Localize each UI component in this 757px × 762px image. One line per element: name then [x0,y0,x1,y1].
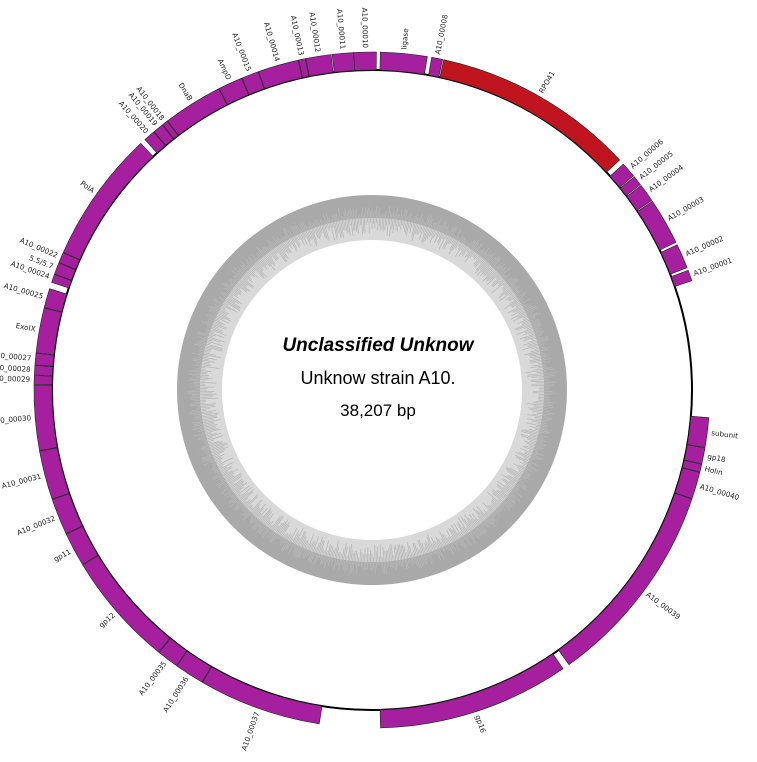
gene-label: A10_00031 [1,472,42,491]
gene-a10-00037 [202,666,323,725]
gene-label: AmpD [216,57,234,81]
gene-label: A10_00010 [360,7,370,48]
gene-label: A10_00039 [644,590,682,622]
gene-label: gp18 [707,452,727,464]
genome-backbone [51,69,693,711]
gc-outer-ring [176,195,567,585]
organism-name: Unclassified Unknow [282,335,474,356]
gene-a10-00031 [39,447,70,500]
gene-label: A10_00008 [433,13,450,55]
gene-label: A10_00003 [666,195,706,223]
gene-a10-00001 [670,269,693,287]
gene-label: gp11 [52,547,72,564]
gene-a10-00014 [258,59,303,89]
gene-label: A10_00036 [161,675,191,714]
gene-a10-00032 [51,493,83,534]
gene-label: subunit [711,428,739,440]
gene-label: A10_00002 [684,234,725,258]
gene-dnab [167,88,228,136]
gene-a10-00013 [298,58,310,78]
gene-gp11 [65,526,99,565]
gene-label: gp16 [473,714,487,735]
gene-label: A10_00025 [3,281,44,301]
genome-length: 38,207 bp [340,401,416,420]
gene-a10-00040 [674,467,701,499]
gene-label: A10_00035 [137,659,169,697]
gene-5-5-5-7 [54,262,76,281]
gene-a10-00025 [43,288,68,313]
gene-label: A10_00015 [230,31,253,72]
gene-gp12 [82,555,171,653]
gene-pola [62,143,154,261]
gene-rpo41 [439,59,621,173]
gene-label: A10_00013 [289,15,306,57]
gene-label: A10_00032 [16,514,57,538]
gene-label: A10_00028 [0,363,31,374]
gene-holin [682,460,703,473]
gene-a10-00035 [158,638,188,667]
gene-a10-00004 [626,185,653,211]
gene-subunit [687,415,710,448]
gene-a10-00010 [353,51,377,71]
gene-gp16 [379,653,564,729]
gene-a10-00020 [144,131,166,154]
gene-label: A10_00014 [262,21,282,63]
gene-label: gp12 [97,611,117,630]
gene-a10-00015 [241,71,265,95]
gene-a10-00012 [305,54,334,77]
gc-spikes [187,206,557,574]
gene-label: RPO41 [537,69,557,94]
gene-gp18 [683,444,706,465]
gene-a10-00005 [619,176,641,196]
gene-a10-00024 [51,274,72,289]
strain-name: Unknow strain A10. [300,368,456,388]
gc-skew-track [176,195,567,585]
gene-label: PolA [79,179,97,195]
gene-ampd [218,77,249,105]
gene-track [33,51,710,729]
gene-a10-00029 [33,375,53,385]
gene-a10-00011 [331,52,355,73]
gene-label: A10_00012 [307,11,322,52]
gene-label: ExoIX [15,321,36,333]
gene-label: DnaB [177,81,195,102]
gene-a10-00006 [609,163,634,188]
gene-a10-00003 [637,200,677,251]
gene-a10-00018 [162,120,179,140]
gene-a10-00028 [34,365,54,377]
gene-exoix [35,307,62,356]
gene-a10-00022 [58,252,80,270]
gene-label: A10_00030 [0,413,32,425]
gene-a10-00039 [558,492,693,666]
gene-label: A10_00001 [692,256,733,278]
gene-label: Holin [704,464,724,477]
gene-a10-00036 [176,650,212,683]
gene-label: A10_00011 [335,8,347,49]
gene-a10-00027 [34,352,55,367]
gene-label: A10_00027 [0,350,32,363]
gene-label: A10_00040 [699,482,741,502]
gene-a10-00019 [153,124,174,146]
gene-label: A10_00037 [239,711,261,752]
gene-label: ligase [399,27,410,49]
gene-a10-00030 [33,384,58,452]
gene-label: A10_00029 [0,374,31,384]
gene-a10-00008 [428,56,443,78]
gene-a10-00002 [660,244,688,275]
gene-ligase [379,51,428,75]
